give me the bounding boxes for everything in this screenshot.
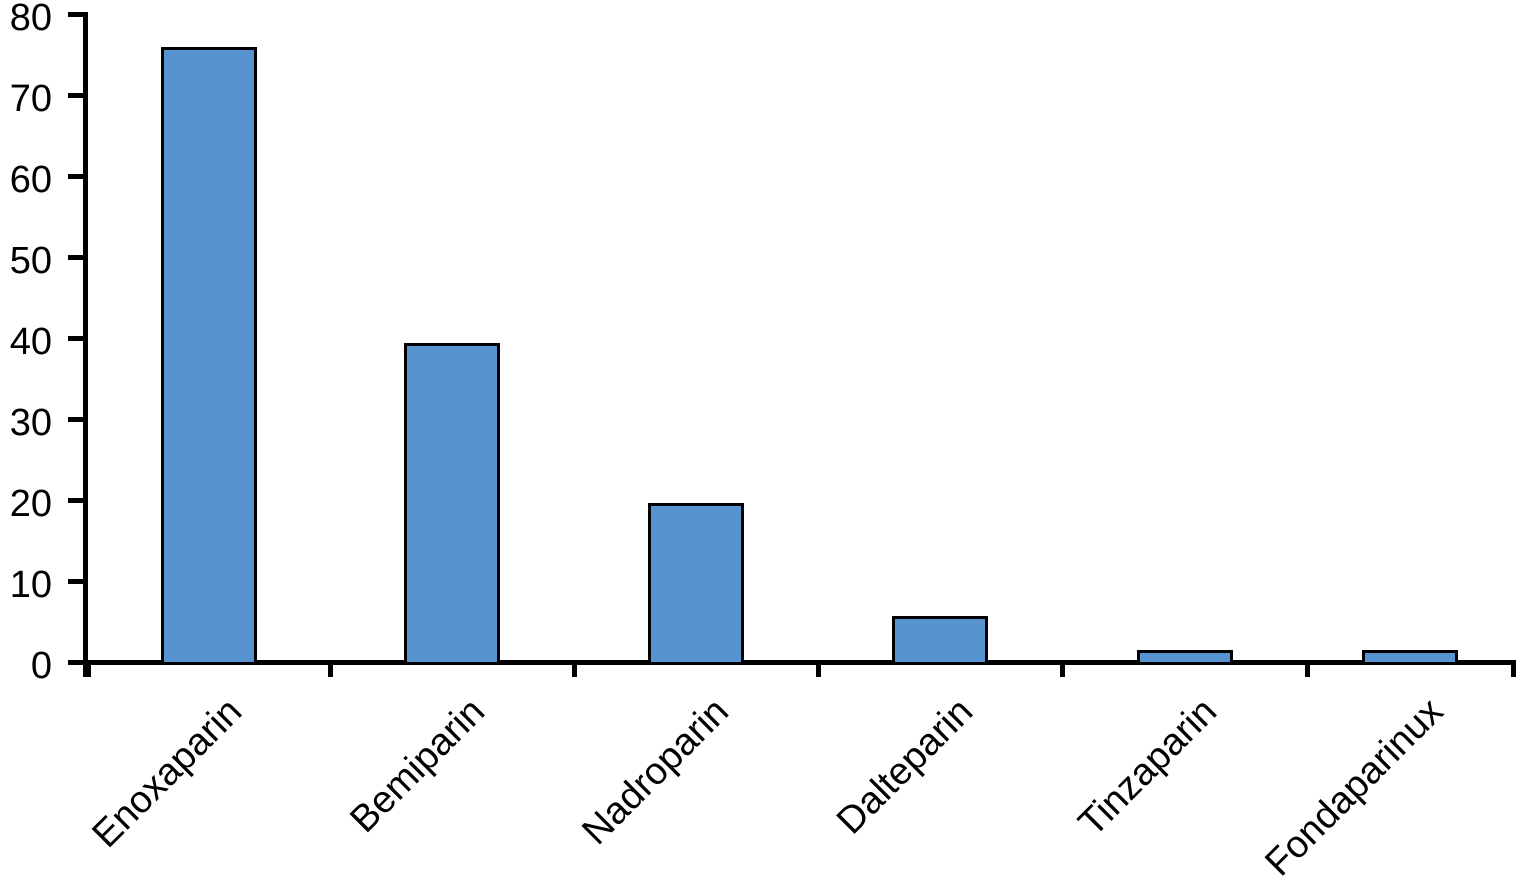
x-axis-tick (1059, 660, 1065, 677)
y-axis-tick (68, 174, 88, 179)
bar-tinzaparin (1136, 650, 1233, 663)
x-axis-label: Enoxaparin (84, 690, 251, 856)
y-tick-label: 20 (9, 482, 52, 525)
x-axis-tick (1304, 660, 1310, 677)
x-axis-label: Nadroparin (574, 690, 737, 853)
y-tick-label: 30 (9, 401, 52, 444)
y-tick-label: 40 (9, 320, 52, 363)
y-tick-label: 50 (9, 239, 52, 282)
y-tick-label: 10 (9, 563, 52, 606)
y-axis-tick (68, 336, 88, 341)
y-axis-tick (68, 93, 88, 98)
y-axis-tick (68, 417, 88, 422)
x-axis-line (83, 660, 1513, 665)
x-axis-tick (85, 660, 91, 677)
y-axis-tick (68, 579, 88, 584)
y-axis-tick (68, 660, 88, 665)
x-axis-label: Dalteparin (828, 690, 981, 843)
bar-fondaparinux (1362, 650, 1458, 663)
x-axis-tick (815, 660, 821, 677)
x-axis-label: Fondaparinux (1256, 690, 1451, 885)
bar-bemiparin (404, 342, 501, 663)
y-tick-label: 60 (9, 158, 52, 201)
x-axis-tick (328, 660, 333, 677)
y-axis-line (83, 13, 88, 677)
x-axis-tick (571, 660, 577, 677)
bar-dalteparin (892, 616, 988, 663)
y-tick-label: 70 (9, 77, 52, 120)
y-tick-label: 80 (9, 0, 52, 39)
bar-enoxaparin (161, 46, 258, 663)
y-tick-label: 0 (30, 644, 52, 687)
x-axis-tick (1510, 660, 1516, 677)
y-axis-tick (68, 255, 88, 260)
bar-nadroparin (648, 502, 744, 663)
y-axis-tick (68, 12, 88, 17)
x-axis-label: Tinzaparin (1071, 690, 1226, 845)
x-axis-label: Bemiparin (342, 690, 494, 841)
y-axis-tick (68, 498, 88, 503)
